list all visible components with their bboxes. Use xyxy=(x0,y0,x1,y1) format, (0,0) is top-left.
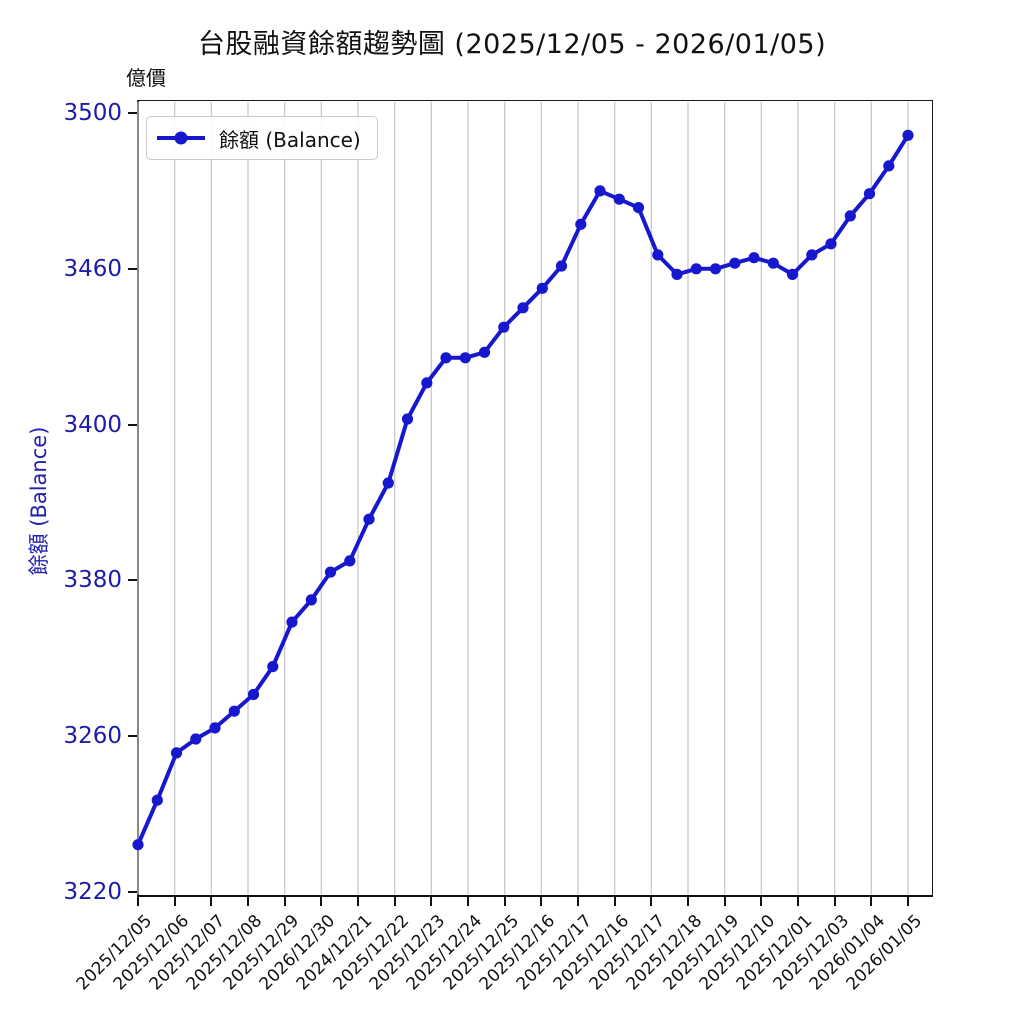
y-tick-mark xyxy=(128,579,137,582)
plot-area xyxy=(137,100,933,897)
x-tick-mark xyxy=(760,897,763,906)
legend-line-marker-icon xyxy=(157,131,205,145)
x-tick-mark xyxy=(430,897,433,906)
x-tick-mark xyxy=(870,897,873,906)
y-tick-mark xyxy=(128,112,137,114)
x-tick-mark xyxy=(613,897,616,906)
y-tick-label: 3260 xyxy=(63,723,122,750)
y-tick-label: 3400 xyxy=(63,411,122,438)
y-tick-mark xyxy=(128,891,137,893)
legend-label: 餘額 (Balance) xyxy=(219,127,361,152)
y-tick-label: 3460 xyxy=(63,255,122,282)
x-tick-mark xyxy=(540,897,543,906)
y-tick-label: 3220 xyxy=(63,879,122,905)
x-tick-mark xyxy=(503,897,506,906)
balance-line-series xyxy=(136,133,910,847)
y-tick-mark xyxy=(128,735,137,738)
y-tick-label: 3500 xyxy=(63,100,122,126)
x-tick-mark xyxy=(137,897,139,906)
unit-label: 億價 xyxy=(126,66,166,90)
x-tick-mark xyxy=(577,897,579,906)
legend: 餘額 (Balance) xyxy=(146,116,378,160)
vertical-gridlines xyxy=(137,101,909,895)
x-tick-mark xyxy=(320,897,323,906)
x-tick-mark xyxy=(907,897,909,906)
y-tick-mark xyxy=(128,267,137,270)
x-tick-mark xyxy=(173,897,176,906)
x-tick-mark xyxy=(247,897,249,906)
x-tick-mark xyxy=(650,897,653,906)
y-tick-label: 3380 xyxy=(63,567,122,594)
y-tick-mark xyxy=(128,423,137,426)
x-tick-mark xyxy=(797,897,799,906)
x-tick-mark xyxy=(393,897,396,906)
x-tick-mark xyxy=(723,897,726,906)
x-tick-mark xyxy=(833,897,836,906)
x-tick-mark xyxy=(687,897,689,906)
x-tick-mark xyxy=(467,897,469,906)
data-point-markers xyxy=(132,129,914,851)
x-tick-mark xyxy=(357,897,359,906)
x-tick-mark xyxy=(210,897,213,906)
chart-title: 台股融資餘額趨勢圖 (2025/12/05 - 2026/01/05) xyxy=(197,29,827,60)
x-tick-mark xyxy=(283,897,286,906)
